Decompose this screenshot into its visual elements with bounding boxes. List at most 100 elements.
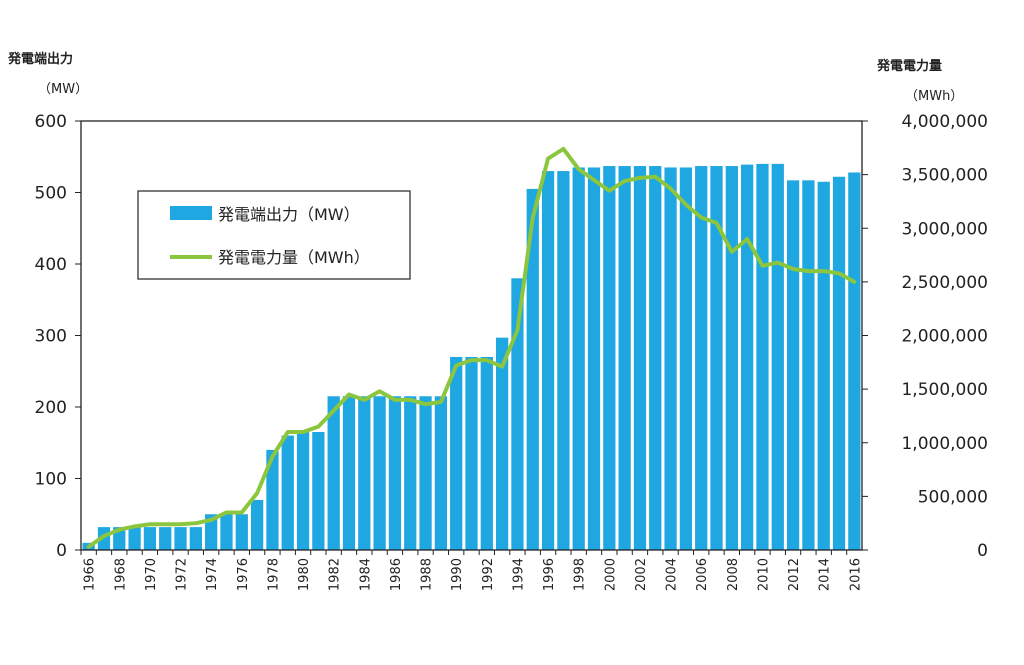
x-tick-label: 2012: [787, 558, 802, 591]
bar-1970: [143, 527, 157, 550]
bar-1969: [128, 527, 141, 550]
x-tick-label: 1974: [205, 558, 220, 591]
x-tick-label: 2002: [634, 558, 649, 591]
bar-1975: [220, 514, 233, 550]
x-tick-label: 1998: [573, 558, 588, 591]
x-tick-label: 2004: [665, 558, 680, 591]
line-point-1993: [501, 366, 503, 368]
bar-1993: [496, 337, 509, 550]
bar-1979: [281, 435, 294, 550]
line-point-2004: [670, 188, 672, 190]
bar-2011: [771, 163, 784, 550]
right-tick-label: 2,000,000: [901, 327, 988, 347]
bar-1982: [327, 396, 340, 550]
bar-1980: [296, 432, 310, 550]
x-tick-label: 1988: [420, 558, 435, 591]
bar-2015: [832, 176, 846, 550]
line-point-1989: [440, 401, 442, 403]
bar-2006: [695, 166, 708, 551]
x-tick-label: 1966: [83, 558, 98, 591]
line-point-1990: [455, 365, 457, 367]
x-tick-label: 2006: [695, 558, 710, 591]
bar-2002: [633, 166, 647, 551]
bar-1971: [159, 527, 172, 550]
bar-2007: [710, 166, 723, 551]
line-point-2005: [685, 204, 687, 206]
legend-label-energy: 発電電力量（MWh）: [218, 248, 370, 267]
x-tick-label: 2014: [818, 558, 833, 591]
x-tick-label: 2016: [848, 558, 863, 591]
left-tick-label: 100: [35, 470, 67, 490]
line-point-1967: [103, 535, 105, 537]
bar-1978: [266, 449, 279, 550]
x-tick-label: 1986: [389, 558, 404, 591]
bar-1987: [404, 396, 417, 550]
left-axis-ticks: 0 100 200 300 400 500 600: [35, 112, 81, 561]
x-tick-label: 1970: [144, 558, 159, 591]
line-point-1992: [486, 359, 488, 361]
line-point-1971: [164, 523, 166, 525]
line-point-1991: [471, 359, 472, 361]
bar-1990: [450, 356, 463, 550]
line-point-2014: [823, 270, 825, 272]
x-tick-label: 1976: [236, 558, 251, 591]
right-tick-label: 1,500,000: [901, 380, 988, 400]
line-point-1988: [425, 403, 427, 405]
left-axis-title: 発電端出力: [7, 51, 73, 67]
x-tick-label: 2008: [726, 558, 741, 591]
bar-1976: [235, 514, 248, 550]
line-point-1999: [593, 179, 595, 181]
bar-2016: [848, 172, 861, 551]
line-point-1986: [394, 399, 396, 401]
bar-2008: [725, 166, 738, 551]
line-point-2012: [792, 268, 794, 270]
right-axis-ticks: 0 500,000 1,000,000 1,500,000 2,000,000 2,500…: [862, 112, 988, 561]
line-point-2007: [716, 222, 718, 224]
bar-2001: [618, 166, 631, 551]
right-tick-label: 0: [977, 541, 988, 561]
x-tick-label: 1990: [450, 558, 465, 591]
line-point-1998: [578, 168, 580, 170]
bar-1985: [373, 396, 386, 550]
right-axis-unit: （MWh）: [905, 89, 963, 104]
x-tick-label: 1994: [511, 558, 526, 591]
left-tick-label: 300: [35, 327, 67, 347]
bar-1992: [480, 356, 493, 550]
line-point-1973: [195, 522, 197, 524]
x-tick-label: 2010: [756, 558, 771, 591]
bar-1989: [434, 396, 447, 550]
right-tick-label: 2,500,000: [901, 273, 988, 293]
line-point-1968: [118, 529, 120, 531]
bar-1983: [342, 396, 356, 550]
bar-2000: [603, 166, 616, 551]
x-tick-label: 1972: [175, 558, 190, 591]
right-tick-label: 500,000: [918, 487, 988, 507]
line-point-1994: [516, 329, 518, 331]
bar-2004: [664, 167, 677, 550]
bar-1972: [174, 527, 187, 550]
line-point-1966: [88, 546, 90, 548]
bar-series: [82, 163, 861, 551]
bar-1981: [312, 432, 325, 550]
bar-1973: [189, 527, 202, 550]
bar-1986: [388, 396, 402, 550]
bar-1984: [358, 396, 371, 550]
line-point-1987: [409, 399, 411, 401]
line-point-1979: [287, 431, 289, 433]
line-point-1972: [180, 523, 182, 525]
bar-1999: [587, 167, 601, 550]
right-axis-title: 発電電力量: [876, 58, 942, 74]
left-tick-label: 400: [35, 255, 67, 275]
line-point-1996: [547, 158, 549, 160]
legend-label-output: 発電端出力（MW）: [218, 205, 360, 224]
legend-bar-swatch: [170, 206, 212, 220]
line-point-2010: [761, 265, 763, 267]
x-tick-label: 1978: [266, 558, 281, 591]
line-point-2006: [700, 217, 702, 219]
bar-2014: [817, 181, 830, 550]
line-point-2013: [807, 270, 809, 272]
line-point-1997: [562, 148, 564, 150]
line-point-1985: [379, 390, 381, 392]
right-tick-label: 1,000,000: [901, 434, 988, 454]
